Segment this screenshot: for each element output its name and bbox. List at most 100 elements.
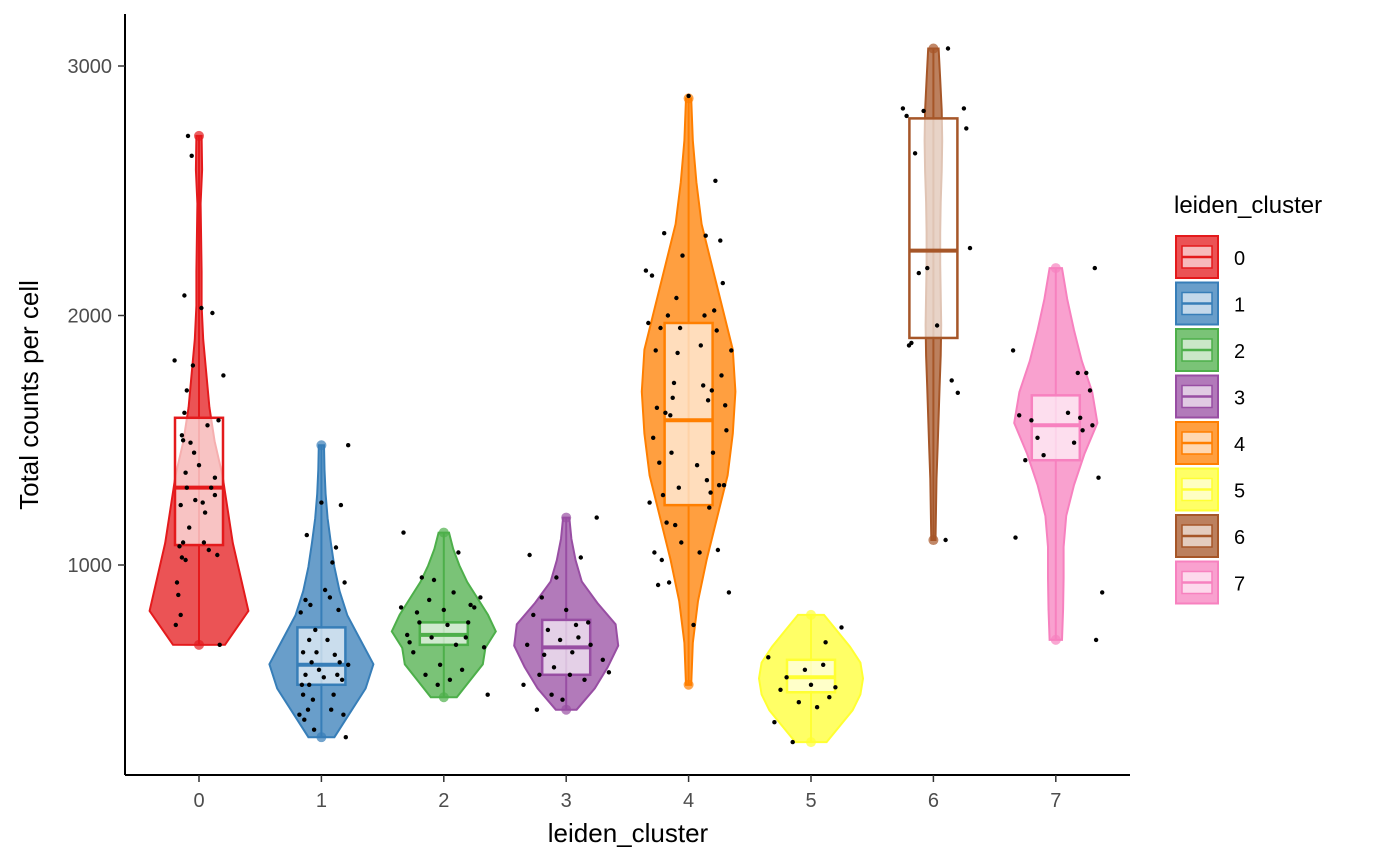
jitter-point-2-8 [427, 597, 432, 603]
jitter-point-7-12 [1084, 370, 1089, 376]
jitter-point-6-8 [934, 323, 940, 328]
jitter-point-3-25 [606, 670, 612, 675]
jitter-point-0-23 [193, 497, 198, 503]
jitter-point-3-10 [551, 665, 557, 670]
jitter-point-4-14 [663, 410, 668, 415]
jitter-point-1-21 [322, 587, 328, 593]
jitter-point-6-12 [955, 390, 960, 395]
x-tick-label-6: 6 [928, 790, 939, 812]
jitter-point-1-37 [346, 443, 351, 448]
jitter-point-0-14 [183, 470, 188, 475]
jitter-point-7-0 [1010, 348, 1016, 353]
jitter-point-7-11 [1080, 428, 1085, 433]
jitter-point-1-12 [308, 602, 313, 608]
violin-group-0 [148, 130, 250, 650]
jitter-point-2-24 [478, 595, 483, 600]
legend-label-7: 7 [1234, 574, 1245, 596]
jitter-point-2-27 [401, 530, 406, 535]
jitter-point-0-12 [182, 293, 187, 298]
jitter-point-7-9 [1075, 370, 1081, 376]
jitter-point-0-3 [176, 592, 181, 598]
jitter-point-4-16 [665, 313, 671, 318]
jitter-point-4-20 [670, 395, 675, 400]
jitter-point-2-5 [417, 620, 422, 625]
jitter-point-1-34 [341, 712, 346, 717]
jitter-point-4-18 [668, 413, 673, 418]
jitter-point-6-1 [904, 113, 909, 119]
jitter-point-3-0 [521, 682, 526, 687]
y-tick-label-2000: 2000 [68, 306, 113, 328]
jitter-point-1-2 [299, 682, 305, 687]
jitter-point-1-23 [327, 595, 333, 600]
jitter-point-4-37 [704, 478, 710, 483]
jitter-point-2-4 [414, 610, 420, 615]
jitter-point-4-50 [720, 280, 725, 286]
jitter-point-3-16 [570, 650, 575, 655]
jitter-point-3-7 [542, 652, 547, 657]
jitter-point-6-9 [943, 537, 948, 543]
jitter-point-6-15 [967, 245, 973, 251]
jitter-point-2-15 [447, 677, 453, 682]
jitter-point-2-10 [431, 577, 437, 583]
jitter-point-0-8 [179, 433, 185, 438]
jitter-point-1-9 [305, 707, 311, 712]
jitter-point-0-15 [184, 485, 189, 490]
jitter-point-7-17 [1096, 475, 1101, 480]
jitter-point-7-10 [1078, 415, 1083, 420]
jitter-point-2-25 [481, 645, 487, 650]
jitter-point-3-14 [564, 607, 569, 613]
jitter-point-3-6 [539, 595, 544, 600]
jitter-point-5-4 [790, 739, 795, 745]
jitter-point-4-26 [677, 325, 683, 331]
jitter-point-5-0 [766, 655, 771, 660]
jitter-point-6-7 [925, 265, 930, 271]
jitter-point-3-21 [586, 620, 591, 625]
jitter-point-4-34 [701, 383, 706, 388]
jitter-point-4-46 [715, 547, 721, 553]
legend-label-2: 2 [1234, 341, 1245, 363]
jitter-point-3-20 [582, 677, 587, 682]
jitter-point-5-5 [796, 700, 801, 705]
jitter-point-2-22 [468, 602, 473, 608]
jitter-point-3-9 [549, 692, 554, 697]
x-tick-label-5: 5 [805, 790, 816, 812]
jitter-point-0-37 [217, 642, 222, 647]
jitter-point-3-17 [573, 622, 579, 628]
jitter-point-2-17 [453, 642, 459, 647]
jitter-point-1-30 [336, 607, 341, 613]
jitter-point-0-6 [178, 502, 183, 508]
jitter-point-4-25 [676, 485, 681, 490]
jitter-point-0-18 [187, 525, 192, 530]
jitter-point-1-35 [342, 580, 347, 585]
jitter-point-6-6 [921, 108, 926, 114]
jitter-point-7-3 [1023, 458, 1028, 463]
jitter-point-7-14 [1090, 423, 1095, 428]
jitter-point-1-17 [314, 650, 319, 655]
jitter-point-1-16 [313, 627, 318, 633]
jitter-point-4-8 [655, 582, 661, 588]
x-tick-label-4: 4 [683, 790, 694, 812]
legend-item-0: 0 [1175, 235, 1245, 279]
jitter-point-3-3 [531, 612, 536, 618]
legend-item-2: 2 [1175, 328, 1245, 372]
jitter-point-3-24 [600, 657, 605, 662]
jitter-point-3-1 [525, 642, 530, 647]
jitter-point-4-21 [671, 380, 677, 386]
jitter-point-0-32 [210, 310, 215, 316]
jitter-point-7-15 [1092, 265, 1098, 271]
max-point-4 [683, 93, 694, 104]
legend-item-3: 3 [1175, 374, 1245, 419]
box-7 [1030, 394, 1082, 462]
x-tick-label-3: 3 [561, 790, 572, 812]
jitter-point-5-1 [772, 720, 777, 725]
jitter-point-3-4 [534, 707, 540, 712]
jitter-point-4-22 [673, 522, 678, 528]
jitter-point-2-12 [437, 662, 443, 667]
min-point-4 [683, 679, 694, 690]
jitter-point-4-2 [647, 500, 652, 505]
jitter-point-4-5 [652, 550, 657, 555]
jitter-point-1-4 [300, 650, 306, 655]
jitter-point-4-11 [659, 557, 664, 563]
jitter-point-7-6 [1041, 453, 1046, 458]
jitter-point-1-25 [330, 560, 335, 565]
